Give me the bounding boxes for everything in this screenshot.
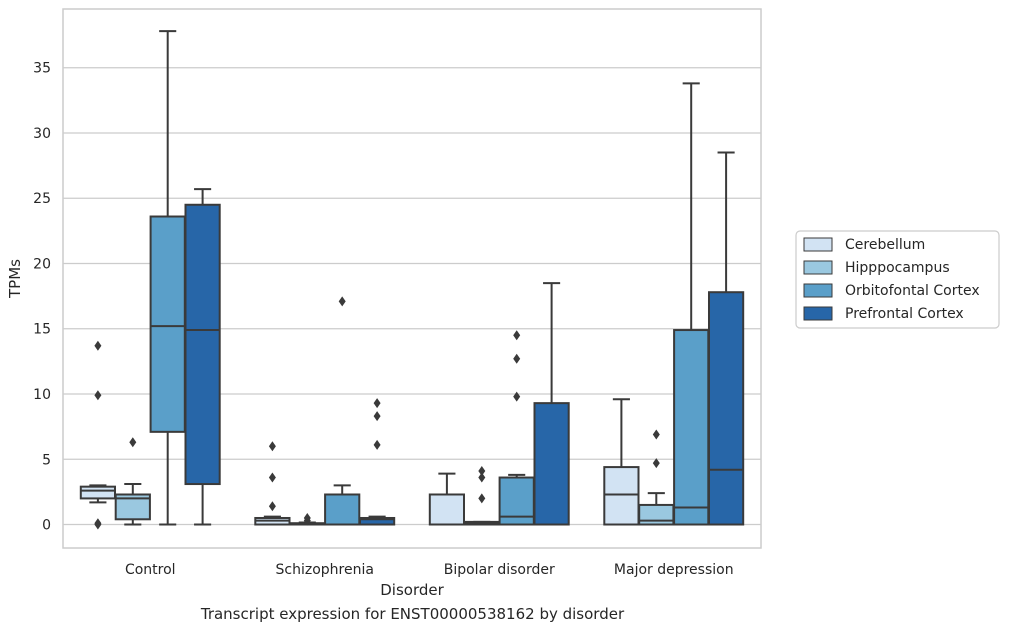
box-cerebellum [254, 441, 291, 526]
legend: Cerebellum Hipppocampus Orbitofontal Corte… [795, 230, 1000, 329]
outlier-point [478, 466, 486, 476]
x-tick-label: Control [125, 562, 176, 578]
y-axis-label: TPMs [6, 259, 24, 299]
legend-label: Orbitofontal Cortex [845, 283, 980, 299]
outlier-point [373, 398, 381, 409]
box [533, 402, 570, 526]
y-tick-label: 0 [42, 518, 51, 534]
outlier-point [94, 519, 102, 530]
y-tick-label: 10 [33, 387, 51, 403]
box-series [79, 30, 745, 530]
y-tick-label: 5 [42, 452, 51, 468]
box-prefrontal-cortex [707, 151, 745, 526]
box-orbitofontal-cortex [324, 296, 361, 526]
outlier-point [338, 296, 346, 307]
box-prefrontal-cortex [358, 398, 396, 526]
box [707, 291, 745, 526]
box-orbitofontal-cortex [149, 30, 186, 526]
x-axis-label: Disorder [380, 581, 444, 599]
legend-label: Cerebellum [845, 237, 925, 253]
box-prefrontal-cortex [184, 188, 221, 526]
y-tick-label: 15 [33, 322, 51, 338]
outlier-point [478, 493, 486, 504]
box-orbitofontal-cortex [673, 82, 710, 526]
outlier-point [268, 472, 276, 483]
y-axis-ticks: 0 5 10 15 20 25 30 35 [33, 61, 51, 534]
outlier-point [268, 441, 276, 452]
outlier-point [268, 501, 276, 512]
x-tick-label: Schizophrenia [276, 562, 374, 578]
legend-swatch [803, 260, 833, 275]
outlier-point [652, 429, 660, 440]
y-tick-label: 20 [33, 256, 51, 272]
outlier-point [652, 458, 660, 469]
legend-swatch [803, 306, 833, 321]
box-hipppocampus [114, 437, 151, 526]
outlier-point [94, 390, 102, 401]
box-orbitofontal-cortex [498, 330, 535, 526]
x-tick-label: Bipolar disorder [444, 562, 555, 578]
outlier-point [373, 439, 381, 450]
figure-caption: Transcript expression for ENST0000053816… [200, 605, 625, 623]
legend-swatch [803, 283, 833, 298]
legend-label: Hipppocampus [845, 260, 950, 276]
y-tick-label: 25 [33, 191, 51, 207]
legend-frame [795, 230, 1000, 329]
box [149, 215, 186, 433]
outlier-point [478, 472, 486, 483]
y-tick-label: 30 [33, 126, 51, 142]
outlier-point [129, 437, 137, 448]
outlier-point [513, 353, 521, 364]
outlier-point [373, 411, 381, 422]
legend-swatch [803, 237, 833, 252]
box-cerebellum [603, 398, 640, 526]
box [603, 466, 640, 526]
box-cerebellum [428, 472, 466, 526]
box-prefrontal-cortex [533, 282, 570, 526]
box [324, 493, 361, 526]
x-tick-label: Major depression [614, 562, 734, 578]
box [428, 493, 466, 526]
outlier-point [513, 330, 521, 341]
box-hipppocampus [638, 429, 675, 526]
box-hipppocampus [289, 512, 326, 526]
box [184, 203, 221, 486]
x-axis-ticks: Control Schizophrenia Bipolar disorder Majo… [125, 562, 734, 578]
box [673, 329, 710, 526]
box [358, 516, 396, 526]
outlier-point [94, 340, 102, 351]
plot-frame [62, 8, 762, 549]
y-tick-label: 35 [33, 61, 51, 77]
outlier-point [303, 515, 311, 526]
legend-label: Prefrontal Cortex [845, 306, 964, 322]
outlier-point [513, 391, 521, 402]
box-cerebellum [79, 340, 117, 530]
box [79, 485, 117, 500]
